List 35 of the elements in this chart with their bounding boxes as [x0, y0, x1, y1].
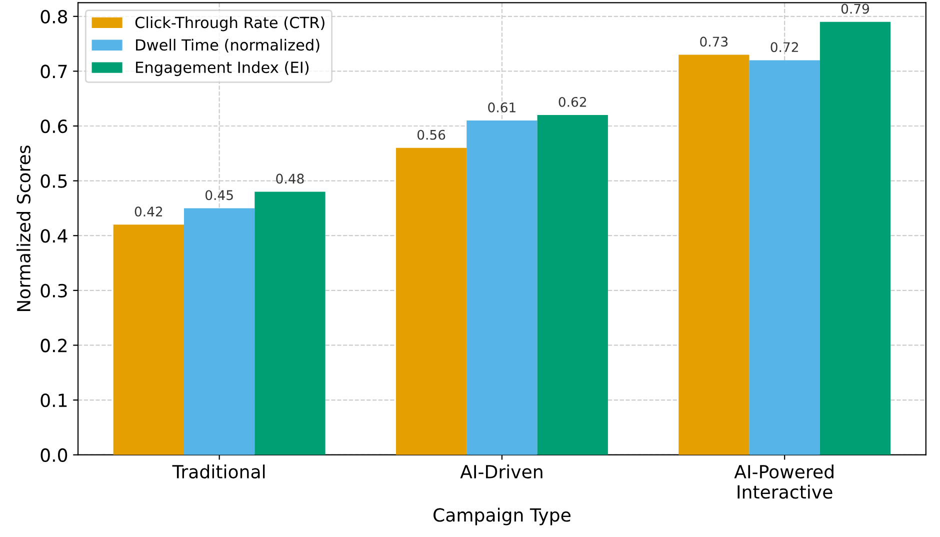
y-tick-label: 0.0: [40, 448, 68, 462]
bar: [466, 120, 538, 455]
bar: [184, 208, 255, 455]
data-label: 0.56: [417, 130, 446, 140]
bar: [820, 22, 891, 455]
y-tick-label: 0.4: [40, 229, 68, 243]
bar: [254, 192, 326, 455]
data-label: 0.73: [700, 36, 728, 47]
bar: [113, 224, 184, 455]
data-label: 0.61: [488, 102, 516, 112]
x-axis-title: Campaign Type: [434, 508, 570, 526]
x-tick-label: Traditional: [172, 464, 265, 479]
data-label: 0.79: [841, 4, 870, 14]
x-tick-label: AI-Powered Interactive: [734, 464, 834, 499]
data-label: 0.62: [558, 96, 586, 107]
data-label: 0.48: [276, 174, 304, 184]
x-tick-label: AI-Driven: [460, 464, 542, 479]
legend-label: Dwell Time (normalized): [136, 38, 320, 52]
data-label: 0.72: [770, 42, 798, 52]
bar: [396, 148, 467, 455]
y-tick-label: 0.8: [40, 10, 68, 24]
y-tick-label: 0.7: [40, 64, 67, 78]
bar: [678, 54, 750, 455]
y-tick-label: 0.6: [40, 119, 68, 134]
data-label: 0.45: [206, 190, 233, 200]
y-tick-label: 0.1: [40, 393, 67, 408]
legend-label: Engagement Index (EI): [136, 61, 309, 76]
y-axis-title: Normalized Scores: [16, 146, 31, 312]
bar: [537, 115, 608, 455]
bar: [749, 60, 820, 455]
y-tick-label: 0.3: [40, 284, 67, 298]
y-tick-label: 0.5: [40, 174, 67, 188]
y-tick-label: 0.2: [40, 338, 66, 352]
legend-label: Click-Through Rate (CTR): [135, 16, 324, 32]
data-label: 0.42: [134, 206, 162, 217]
